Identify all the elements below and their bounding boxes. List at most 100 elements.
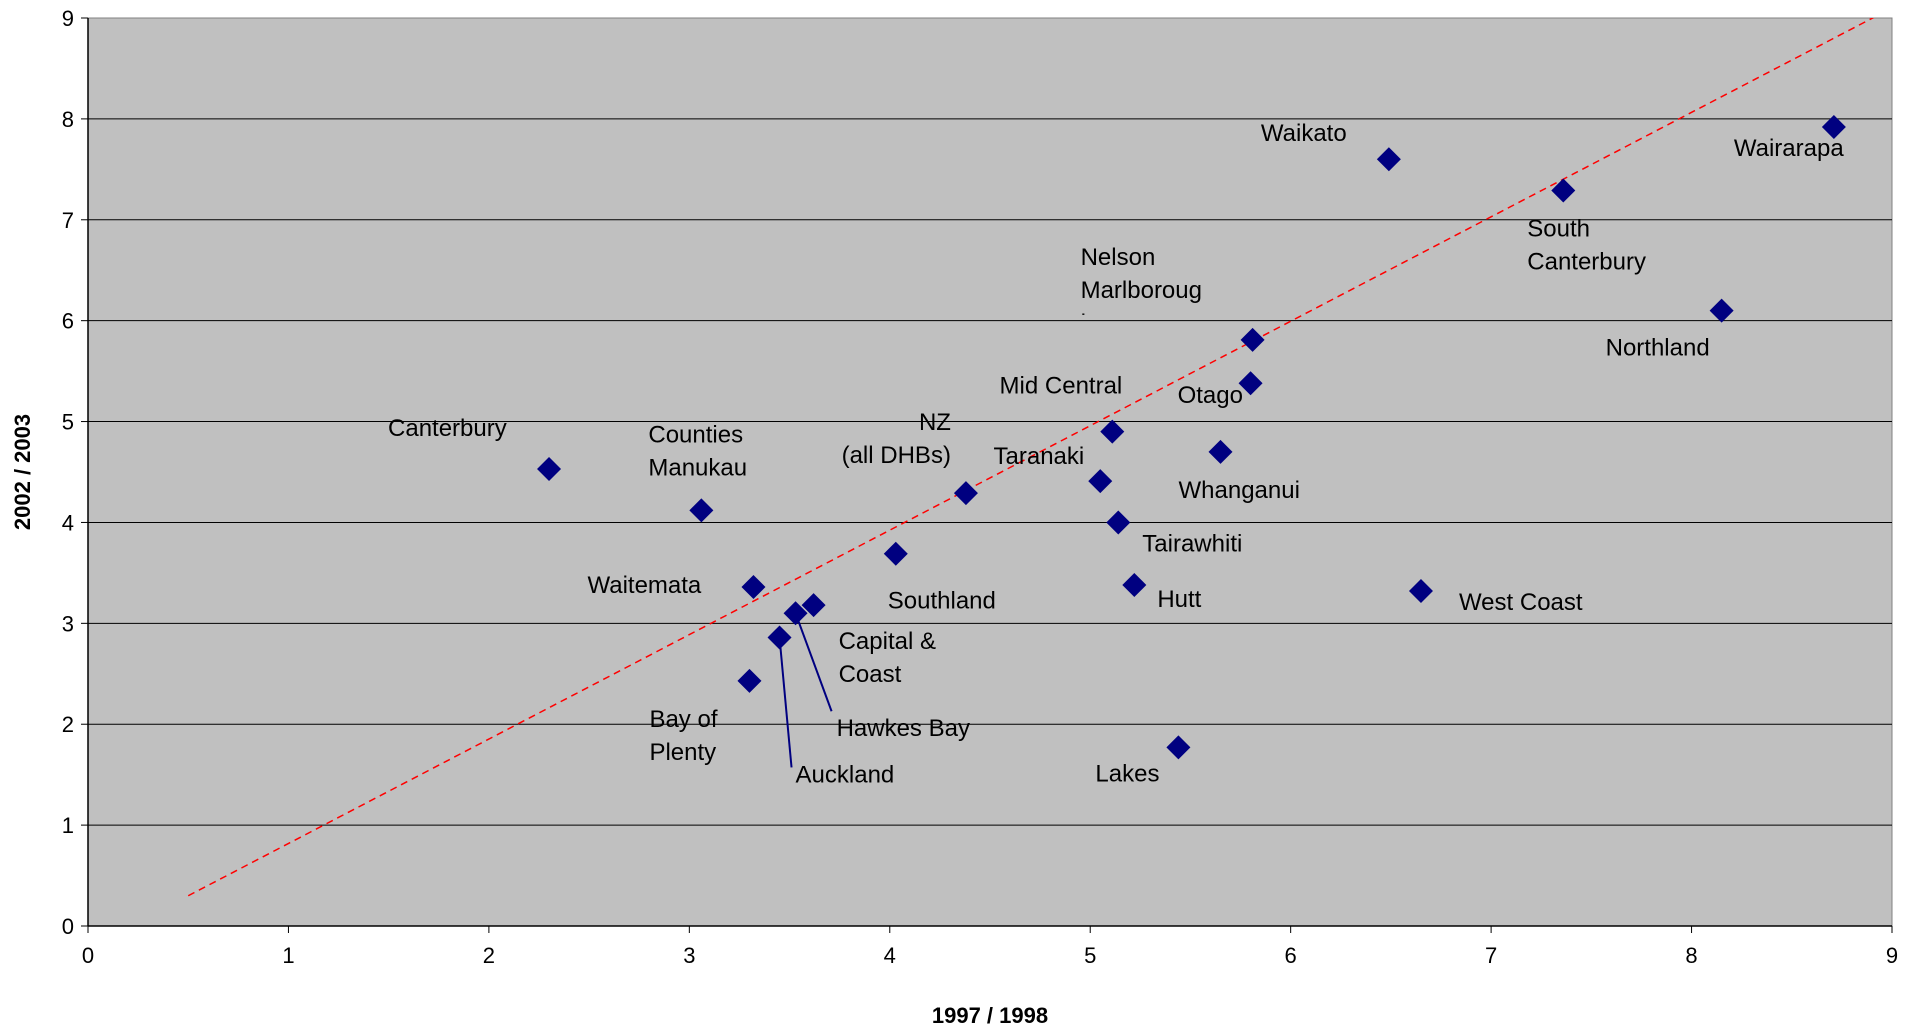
x-tick-label: 9 (1886, 943, 1898, 968)
label-line: Northland (1606, 335, 1710, 362)
label-mid-central: Mid Central (1000, 373, 1123, 400)
label-taranaki: Taranaki (994, 443, 1085, 470)
leader-lines (778, 612, 833, 768)
point-mid-central (1100, 419, 1125, 444)
x-tick-label: 4 (884, 943, 896, 968)
point-labels: Canterbury Counties Manukau Waitemata Bay of… (388, 120, 1844, 788)
trendline (187, 18, 1875, 897)
label-line: Bay of (649, 706, 717, 733)
point-southland (883, 541, 908, 566)
label-line: West Coast (1459, 589, 1583, 616)
label-waikato: Waikato (1261, 120, 1347, 147)
label-otago: Otago (1178, 382, 1243, 409)
label-line: Canterbury (388, 415, 507, 442)
label-line: Waikato (1261, 120, 1347, 147)
label-northland: Northland (1606, 335, 1710, 362)
point-hutt (1122, 572, 1147, 597)
leader-auckland (778, 637, 793, 768)
point-west-coast (1408, 579, 1433, 604)
label-line: Otago (1178, 382, 1243, 409)
point-nelson-marlborough (1240, 327, 1265, 352)
point-tairawhiti (1106, 510, 1131, 535)
y-tick-label: 2 (62, 712, 74, 737)
gridlines (88, 118, 1892, 826)
point-northland (1709, 298, 1734, 323)
x-tick-label: 3 (683, 943, 695, 968)
label-hawkes-bay: Hawkes Bay (837, 715, 970, 742)
x-axis-title: 1997 / 1998 (932, 1003, 1048, 1025)
point-whanganui (1208, 439, 1233, 464)
label-line: (all DHBs) (842, 442, 951, 469)
point-wairarapa (1821, 114, 1846, 139)
label-line: Southland (888, 588, 996, 615)
y-tick-label: 0 (62, 914, 74, 939)
label-line: Coast (839, 661, 902, 688)
label-tairawhiti: Tairawhiti (1142, 530, 1242, 557)
label-line: Capital & (839, 628, 936, 655)
label-line: South (1527, 216, 1590, 243)
label-line: Auckland (796, 761, 895, 788)
label-capital-coast: Capital & Coast (839, 628, 936, 688)
label-line: Marlboroug (1081, 277, 1202, 304)
y-tick-label: 7 (62, 208, 74, 233)
x-tick-label: 2 (483, 943, 495, 968)
label-line: Wairarapa (1734, 135, 1844, 162)
label-lakes: Lakes (1095, 760, 1159, 787)
y-tick-label: 1 (62, 813, 74, 838)
point-taranaki (1088, 469, 1113, 494)
x-tick-label: 0 (82, 943, 94, 968)
point-waikato (1376, 147, 1401, 172)
x-tick-label: 5 (1084, 943, 1096, 968)
label-line: Canterbury (1527, 249, 1646, 276)
label-west-coast: West Coast (1459, 589, 1583, 616)
label-line: Hawkes Bay (837, 715, 970, 742)
label-line: Tairawhiti (1142, 530, 1242, 557)
label-line: Mid Central (1000, 373, 1123, 400)
label-line: NZ (919, 409, 951, 436)
label-auckland: Auckland (796, 761, 895, 788)
data-points (537, 114, 1846, 760)
label-line: Counties (648, 421, 743, 448)
label-line: Whanganui (1179, 477, 1300, 504)
y-tick-label: 9 (62, 6, 74, 31)
point-otago (1238, 371, 1263, 396)
point-bay-of-plenty (737, 668, 762, 693)
label-line: Lakes (1095, 760, 1159, 787)
label-waitemata: Waitemata (587, 572, 701, 599)
axes: 0 1 2 3 4 5 6 7 8 9 0 1 2 3 4 5 6 7 8 9 (62, 6, 1898, 968)
point-canterbury (537, 456, 562, 481)
y-tick-label: 6 (62, 309, 74, 334)
point-counties-manukau (689, 498, 714, 523)
plot-area (87, 17, 1893, 927)
y-axis-title: 2002 / 2003 (10, 414, 35, 530)
trendline-path (187, 18, 1875, 897)
point-nz-all-dhbs (953, 481, 978, 506)
y-tick-label: 8 (62, 107, 74, 132)
label-bay-of-plenty: Bay of Plenty (649, 706, 717, 766)
point-waitemata (741, 575, 766, 600)
label-counties-manukau: Counties Manukau (648, 421, 747, 481)
label-line: h (1081, 310, 1094, 337)
label-wairarapa: Wairarapa (1734, 135, 1844, 162)
x-tick-label: 1 (282, 943, 294, 968)
label-line: Taranaki (994, 443, 1085, 470)
label-nelson-marlborough: Nelson Marlboroug h (1081, 244, 1202, 337)
label-line: Plenty (649, 739, 716, 766)
x-tick-label: 6 (1285, 943, 1297, 968)
label-nz-all-dhbs: NZ (all DHBs) (842, 409, 951, 469)
y-tick-label: 4 (62, 510, 74, 535)
point-south-canterbury (1551, 178, 1576, 203)
point-hawkes-bay (783, 601, 808, 626)
label-line: Waitemata (587, 572, 701, 599)
leader-hawkes-bay (794, 612, 833, 712)
label-line: Manukau (648, 454, 747, 481)
label-southland: Southland (888, 588, 996, 615)
label-whanganui: Whanganui (1179, 477, 1300, 504)
y-tick-label: 3 (62, 611, 74, 636)
y-tick-label: 5 (62, 410, 74, 435)
x-tick-label: 8 (1685, 943, 1697, 968)
point-capital-coast (801, 593, 826, 618)
label-line: Hutt (1157, 586, 1201, 613)
label-hutt: Hutt (1157, 586, 1201, 613)
